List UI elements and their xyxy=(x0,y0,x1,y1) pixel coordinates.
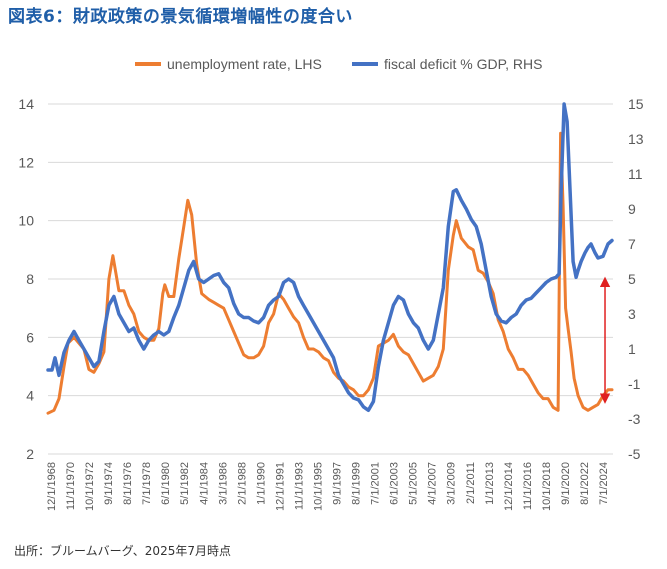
x-axis-tick-label: 8/1/2022 xyxy=(579,462,591,505)
x-axis-tick-label: 10/1/1995 xyxy=(312,462,324,511)
left-axis-tick-label: 4 xyxy=(26,388,34,404)
left-axis-tick-label: 12 xyxy=(18,154,34,170)
x-axis-tick-label: 2/1/1988 xyxy=(236,462,248,505)
right-axis-tick-label: -5 xyxy=(628,446,641,462)
x-axis-tick-label: 9/1/1974 xyxy=(103,462,115,505)
x-axis-tick-label: 11/1/2016 xyxy=(522,462,534,510)
right-axis-tick-label: 5 xyxy=(628,271,636,287)
right-axis-tick-label: -3 xyxy=(628,411,641,427)
left-axis-tick-label: 6 xyxy=(26,329,34,345)
x-axis-tick-label: 1/1/1990 xyxy=(255,462,267,505)
x-axis-tick-label: 7/1/2024 xyxy=(598,462,610,505)
x-axis-tick-label: 9/1/2020 xyxy=(560,462,572,505)
x-axis-tick-label: 3/1/2009 xyxy=(446,462,458,505)
x-axis-tick-label: 7/1/1978 xyxy=(141,462,153,505)
right-axis-tick-label: 15 xyxy=(628,96,644,112)
fiscal-deficit-line xyxy=(46,102,614,413)
x-axis-tick-label: 12/1/2014 xyxy=(503,462,515,511)
right-axis-tick-label: 13 xyxy=(628,131,644,147)
x-axis-tick-label: 11/1/1970 xyxy=(65,462,77,510)
x-axis-tick-label: 6/1/2003 xyxy=(389,462,401,505)
x-axis-tick-label: 8/1/1999 xyxy=(351,462,363,505)
x-axis-tick-label: 5/1/1982 xyxy=(179,462,191,505)
legend: unemployment rate, LHS fiscal deficit % G… xyxy=(135,56,542,72)
chart-title: 図表6：財政政策の景気循環増幅性の度合い xyxy=(8,7,353,27)
gridlines xyxy=(48,103,613,455)
right-axis-tick-label: 7 xyxy=(628,236,636,252)
right-axis-tick-label: 1 xyxy=(628,341,636,357)
left-axis-tick-label: 2 xyxy=(26,446,34,462)
x-axis-tick-label: 2/1/2011 xyxy=(465,462,477,504)
unemployment-rate-line xyxy=(46,131,614,415)
x-axis-tick-label: 3/1/1986 xyxy=(217,462,229,505)
left-axis-tick-label: 14 xyxy=(18,96,34,112)
x-axis-tick-label: 10/1/2018 xyxy=(541,462,553,511)
right-axis-tick-label: 3 xyxy=(628,306,636,322)
x-axis-tick-label: 7/1/2001 xyxy=(370,462,382,505)
legend-unemployment-label: unemployment rate, LHS xyxy=(167,56,322,72)
left-axis-tick-label: 8 xyxy=(26,271,34,287)
x-axis-tick-label: 9/1/1997 xyxy=(332,462,344,505)
x-axis-tick-label: 4/1/1984 xyxy=(198,462,210,505)
x-axis-tick-label: 10/1/1972 xyxy=(84,462,96,511)
x-axis-tick-label: 11/1/1993 xyxy=(293,462,305,510)
x-axis-tick-label: 6/1/1980 xyxy=(160,462,172,505)
x-axis-tick-label: 12/1/1968 xyxy=(46,462,58,511)
x-axis-tick-label: 5/1/2005 xyxy=(408,462,420,505)
x-axis-tick-label: 8/1/1976 xyxy=(122,462,134,505)
x-axis-tick-label: 1/1/2013 xyxy=(484,462,496,505)
left-axis-tick-label: 10 xyxy=(18,213,34,229)
right-axis-tick-label: -1 xyxy=(628,376,641,392)
legend-fiscal-deficit-label: fiscal deficit % GDP, RHS xyxy=(384,56,542,72)
x-axis-tick-label: 12/1/1991 xyxy=(274,462,286,511)
source-note: 出所：ブルームバーグ、2025年7月時点 xyxy=(14,544,231,558)
x-axis-tick-label: 4/1/2007 xyxy=(427,462,439,505)
right-axis-tick-label: 9 xyxy=(628,201,636,217)
right-axis-tick-label: 11 xyxy=(628,166,643,182)
series xyxy=(46,102,614,415)
